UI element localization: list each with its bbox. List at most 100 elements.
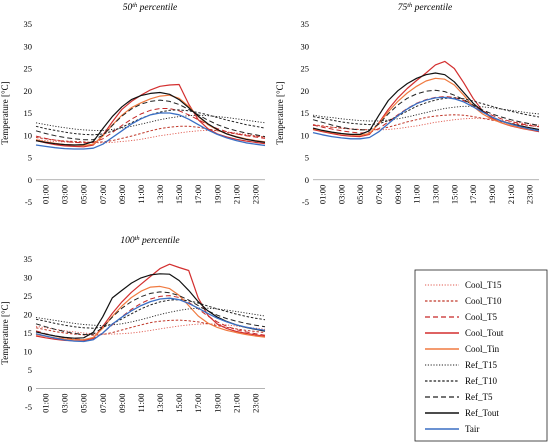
chart-title-number: 50 — [123, 3, 133, 13]
legend: Cool_T15 Cool_T10 Cool_T5 Cool_Tout Cool_Tin… — [414, 269, 548, 442]
y-tick-label: 30 — [301, 41, 310, 51]
x-tick-label: 11:00 — [412, 185, 422, 204]
x-tick-label: 03:00 — [60, 185, 70, 204]
legend-label: Cool_T5 — [465, 312, 498, 322]
series-line-ref-t10 — [35, 299, 266, 329]
series-line-tair — [35, 297, 266, 343]
chart-title-text: percentile — [140, 236, 180, 246]
y-tick-label: 0 — [28, 384, 32, 394]
chart-title-number: 100 — [120, 236, 135, 246]
series-line-tair — [35, 112, 266, 150]
x-tick-label: 23:00 — [250, 185, 260, 204]
legend-label: Ref_T15 — [465, 360, 497, 370]
x-tick-label: 23:00 — [525, 185, 535, 204]
x-tick-label: 01:00 — [41, 185, 51, 204]
x-tick-label: 03:00 — [60, 394, 70, 413]
series-line-ref-t15 — [312, 105, 540, 122]
y-tick-label: 20 — [24, 310, 33, 320]
x-tick-label: 19:00 — [212, 394, 222, 413]
series-line-cool-tin — [35, 285, 266, 341]
y-tick-label: 0 — [28, 175, 32, 185]
legend-label: Cool_T10 — [465, 296, 502, 306]
chart-title-text: percentile — [412, 3, 452, 13]
x-tick-label: 21:00 — [231, 185, 241, 204]
chart-title-text: percentile — [137, 3, 177, 13]
chart-75th-percentile: 75th percentile Temperature [°C] -5 0 5 10 15 2… — [275, 2, 540, 207]
chart-title-superscript: th — [135, 235, 140, 242]
y-tick-label: 5 — [28, 153, 32, 163]
x-tick-label: 17:00 — [193, 185, 203, 204]
x-tick-label: 01:00 — [41, 394, 51, 413]
legend-label: Cool_T15 — [465, 280, 502, 290]
series-line-cool-t15 — [35, 323, 266, 335]
chart-title: 75th percentile — [398, 2, 453, 13]
x-tick-label: 07:00 — [98, 394, 108, 413]
y-tick-label: 35 — [301, 19, 310, 29]
x-tick-label: 15:00 — [174, 185, 184, 204]
x-tick-label: 07:00 — [98, 185, 108, 204]
chart-title-number: 75 — [398, 3, 408, 13]
y-tick-label: 35 — [24, 19, 33, 29]
y-tick-label: 25 — [301, 64, 310, 74]
series-line-cool-t5 — [35, 295, 266, 341]
x-tick-label: 15:00 — [174, 394, 184, 413]
x-tick-label: 13:00 — [430, 185, 440, 204]
y-tick-label: 10 — [24, 347, 33, 357]
y-tick-label: 5 — [305, 153, 309, 163]
y-tick-label: 15 — [24, 108, 33, 118]
x-tick-label: 11:00 — [136, 394, 146, 413]
series-line-ref-t10 — [312, 97, 540, 126]
legend-label: Ref_T5 — [465, 392, 493, 402]
y-tick-label: 35 — [24, 254, 33, 264]
x-tick-label: 05:00 — [79, 394, 89, 413]
series-line-cool-t10 — [35, 125, 266, 143]
y-tick-label: 0 — [305, 175, 309, 185]
x-tick-label: 23:00 — [250, 394, 260, 413]
series-line-ref-t5 — [35, 99, 266, 141]
chart-title-superscript: th — [132, 2, 137, 9]
x-tick-label: 17:00 — [193, 394, 203, 413]
series-line-ref-tout — [312, 72, 540, 135]
y-tick-label: 20 — [301, 86, 310, 96]
y-tick-label: -5 — [302, 197, 309, 207]
series-line-cool-t10 — [312, 114, 540, 131]
series-line-cool-t5 — [35, 108, 266, 144]
x-tick-label: 17:00 — [468, 185, 478, 204]
series-line-cool-tout — [35, 83, 266, 148]
chart-title-superscript: th — [407, 2, 412, 9]
series-line-cool-tin — [312, 77, 540, 136]
x-tick-label: 11:00 — [136, 185, 146, 204]
series-line-cool-t15 — [35, 129, 266, 144]
y-tick-label: -5 — [25, 402, 32, 412]
series-line-cool-t10 — [35, 319, 266, 336]
y-tick-label: 25 — [24, 64, 33, 74]
y-tick-label: 30 — [24, 273, 33, 283]
chart-50th-percentile: 50th percentile Temperature [°C] -5 0 5 10 15 2… — [0, 2, 266, 207]
y-tick-label: -5 — [25, 197, 32, 207]
x-tick-label: 07:00 — [374, 185, 384, 204]
series-line-ref-t15 — [35, 114, 266, 131]
y-tick-label: 15 — [24, 328, 33, 338]
x-tick-label: 19:00 — [212, 185, 222, 204]
x-tick-label: 05:00 — [79, 185, 89, 204]
x-tick-label: 13:00 — [155, 394, 165, 413]
x-tick-label: 13:00 — [155, 185, 165, 204]
series-line-tair — [312, 96, 540, 140]
chart-title: 50th percentile — [123, 2, 178, 13]
series-line-cool-tout — [312, 60, 540, 138]
series-line-ref-t5 — [312, 89, 540, 131]
series-line-ref-tout — [35, 273, 266, 339]
y-tick-label: 20 — [24, 86, 33, 96]
legend-label: Ref_Tout — [465, 408, 499, 418]
x-tick-label: 21:00 — [231, 394, 241, 413]
y-tick-label: 10 — [301, 130, 310, 140]
series-line-ref-t15 — [35, 307, 266, 327]
y-axis-label: Temperature [°C] — [0, 301, 10, 364]
x-tick-label: 15:00 — [449, 185, 459, 204]
legend-label: Tair — [465, 424, 479, 434]
legend-label: Cool_Tout — [465, 328, 504, 338]
series-line-cool-tout — [35, 263, 266, 342]
series-line-cool-t5 — [312, 96, 540, 134]
chart-100th-percentile: 100th percentile Temperature [°C] -5 0 5 10 15… — [0, 235, 266, 413]
